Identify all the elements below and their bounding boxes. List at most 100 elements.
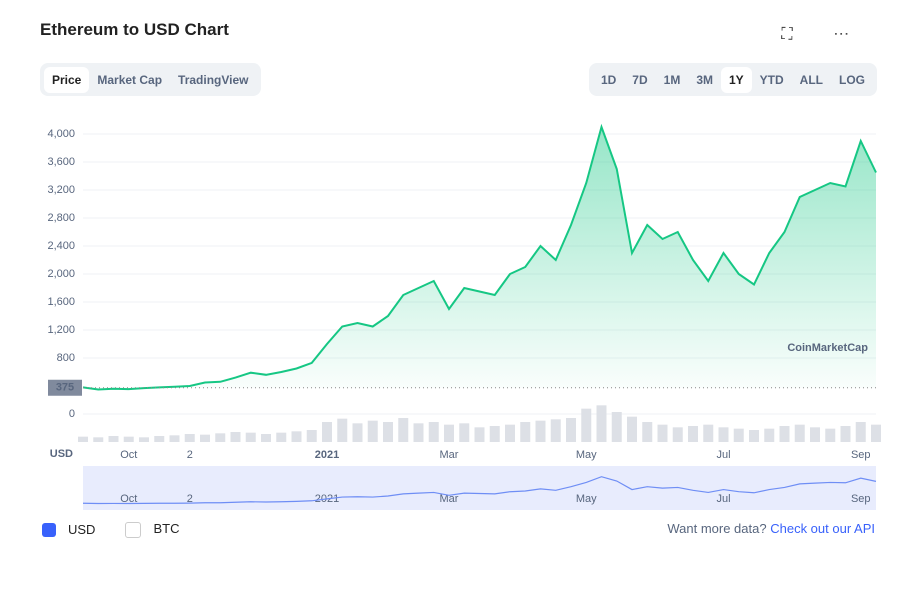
- x-tick-label: 2: [187, 449, 193, 461]
- price-area: [83, 127, 876, 390]
- volume-bar: [78, 436, 88, 442]
- volume-bar: [184, 434, 195, 442]
- navigator-tick-label: Sep: [851, 493, 871, 505]
- volume-bar: [459, 423, 470, 442]
- volume-bar: [444, 424, 454, 442]
- tab[interactable]: Price: [44, 66, 90, 93]
- y-tick-label: 2,400: [47, 240, 75, 252]
- volume-bar: [718, 427, 729, 442]
- y-tick-label: 3,600: [47, 156, 75, 168]
- x-tick-label: May: [576, 449, 597, 461]
- volume-bar: [200, 434, 210, 442]
- volume-bar: [611, 412, 622, 442]
- volume-bar: [352, 423, 363, 442]
- y-tick-label: 0: [69, 408, 75, 420]
- y-tick-label: 2,000: [47, 268, 75, 280]
- range-button[interactable]: 1D: [600, 72, 617, 87]
- volume-bar: [855, 422, 866, 442]
- volume-bar: [306, 430, 317, 442]
- navigator-tick-label: Jul: [716, 493, 730, 505]
- volume-bar: [322, 422, 332, 442]
- ranges: 1D 7D 1M 3M 1Y YTD ALL LOG: [588, 63, 877, 96]
- volume-bar: [337, 418, 348, 442]
- legend-item[interactable]: BTC: [125, 521, 179, 538]
- volume-bar: [871, 424, 881, 442]
- reference-box: [48, 379, 82, 396]
- navigator-tick-label: Mar: [440, 493, 459, 505]
- volume-bar: [566, 418, 576, 442]
- volume-bar: [245, 432, 256, 442]
- y-tick-label: 800: [57, 352, 75, 364]
- toolbar-icons[interactable]: ⛶ ⋯: [781, 26, 867, 43]
- volume-bar: [428, 422, 439, 442]
- legend: USD BTC: [42, 521, 179, 538]
- volume-bar: [581, 408, 592, 442]
- navigator-tick-label: 2: [187, 493, 193, 505]
- y-tick-label: 3,200: [47, 184, 75, 196]
- legend-label: USD: [68, 521, 96, 537]
- y-tick-label: 1,200: [47, 324, 75, 336]
- volume-bar: [764, 428, 775, 442]
- volume-bar: [642, 422, 653, 442]
- volume-bar: [520, 422, 531, 442]
- y-tick-label: 2,800: [47, 212, 75, 224]
- navigator-tick-label: Oct: [120, 493, 137, 505]
- volume-bar: [596, 405, 607, 442]
- volume-bar: [139, 437, 149, 442]
- volume-bar: [627, 416, 637, 442]
- volume-bar: [550, 419, 561, 442]
- volume-bar: [276, 432, 287, 442]
- volume-bar: [688, 426, 698, 442]
- volume-bar: [840, 426, 851, 442]
- volume-bar: [291, 431, 302, 442]
- volume-bar: [108, 436, 119, 442]
- volume-bar: [367, 420, 378, 442]
- volume-bar: [794, 424, 805, 442]
- range-button[interactable]: 7D: [632, 72, 648, 87]
- chart-title: Ethereum to USD Chart: [40, 20, 229, 39]
- volume-bar: [505, 424, 515, 442]
- range-button[interactable]: LOG: [839, 72, 865, 87]
- navigator-line: [82, 476, 877, 505]
- range-button[interactable]: ALL: [799, 72, 823, 87]
- volume-bar: [779, 426, 790, 442]
- api-link[interactable]: Check out our API: [770, 521, 875, 536]
- volume-bar: [154, 436, 165, 442]
- range-button[interactable]: 1M: [663, 72, 681, 87]
- volume-bar: [261, 434, 271, 442]
- price-line: [82, 123, 877, 391]
- range-button[interactable]: 3M: [696, 72, 713, 87]
- volume-bar: [474, 427, 485, 442]
- volume-bar: [398, 418, 409, 442]
- x-tick-label: Oct: [120, 449, 137, 461]
- volume-bar: [825, 428, 836, 442]
- navigator-tick-label: May: [576, 493, 597, 505]
- legend-item[interactable]: USD: [42, 522, 95, 538]
- y-axis-label: USD: [50, 448, 73, 460]
- reference-label: 375: [56, 382, 74, 394]
- volume-bar: [489, 426, 500, 442]
- range-button[interactable]: 1Y: [720, 66, 752, 93]
- volume-bar: [672, 427, 683, 442]
- tab[interactable]: Market Cap: [97, 72, 163, 87]
- watermark: CoinMarketCap: [787, 342, 868, 354]
- x-tick-label: Sep: [851, 449, 871, 461]
- volume-bar: [535, 420, 546, 442]
- x-tick-label: 2021: [315, 449, 339, 461]
- tab[interactable]: TradingView: [178, 72, 249, 87]
- volume-bar: [215, 433, 226, 442]
- volume-bar: [123, 436, 134, 442]
- volume-bar: [383, 422, 393, 442]
- volume-bar: [93, 437, 104, 442]
- volume-bar: [413, 423, 424, 442]
- footer-prompt: Want more data?: [667, 521, 767, 536]
- legend-label: BTC: [153, 521, 180, 536]
- volume-bar: [749, 430, 759, 442]
- volume-bar: [657, 424, 668, 442]
- volume-bar: [810, 427, 820, 442]
- range-button[interactable]: YTD: [759, 72, 784, 87]
- x-tick-label: Mar: [440, 449, 459, 461]
- volume-bar: [703, 424, 714, 442]
